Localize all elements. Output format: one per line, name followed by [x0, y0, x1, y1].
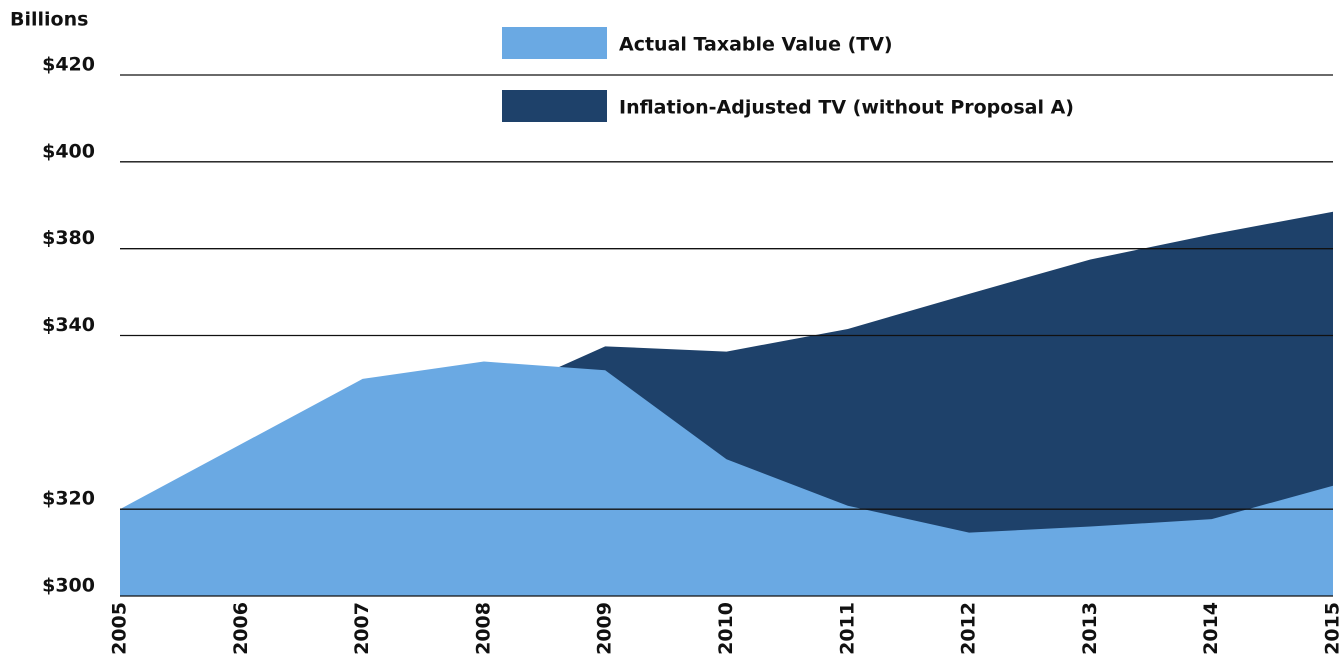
y-tick-label: $420: [42, 54, 95, 76]
y-tick-label: $400: [42, 140, 95, 162]
x-tick-label: 2007: [351, 602, 373, 655]
legend-label: Actual Taxable Value (TV): [619, 34, 893, 56]
x-tick-label: 2010: [715, 602, 737, 655]
legend-label: Inflation-Adjusted TV (without Proposal …: [619, 97, 1074, 119]
area: [120, 361, 1333, 596]
x-tick-label: 2013: [1079, 602, 1101, 655]
legend-swatch: [502, 90, 607, 122]
x-tick-label: 2009: [594, 602, 616, 655]
x-tick-label: 2006: [230, 602, 252, 655]
y-axis-label: Billions: [10, 9, 88, 31]
y-tick-label: $320: [42, 488, 95, 510]
y-tick-label: $380: [42, 227, 95, 249]
x-tick-label: 2005: [109, 602, 131, 655]
x-tick-label: 2014: [1200, 602, 1222, 655]
x-tick-label: 2008: [472, 602, 494, 655]
x-tick-label: 2012: [958, 602, 980, 655]
y-tick-label: $300: [42, 575, 95, 597]
y-tick-label: $340: [42, 314, 95, 336]
x-tick-label: 2011: [836, 602, 858, 655]
legend-swatch: [502, 27, 607, 59]
x-tick-label: 2015: [1322, 602, 1341, 655]
